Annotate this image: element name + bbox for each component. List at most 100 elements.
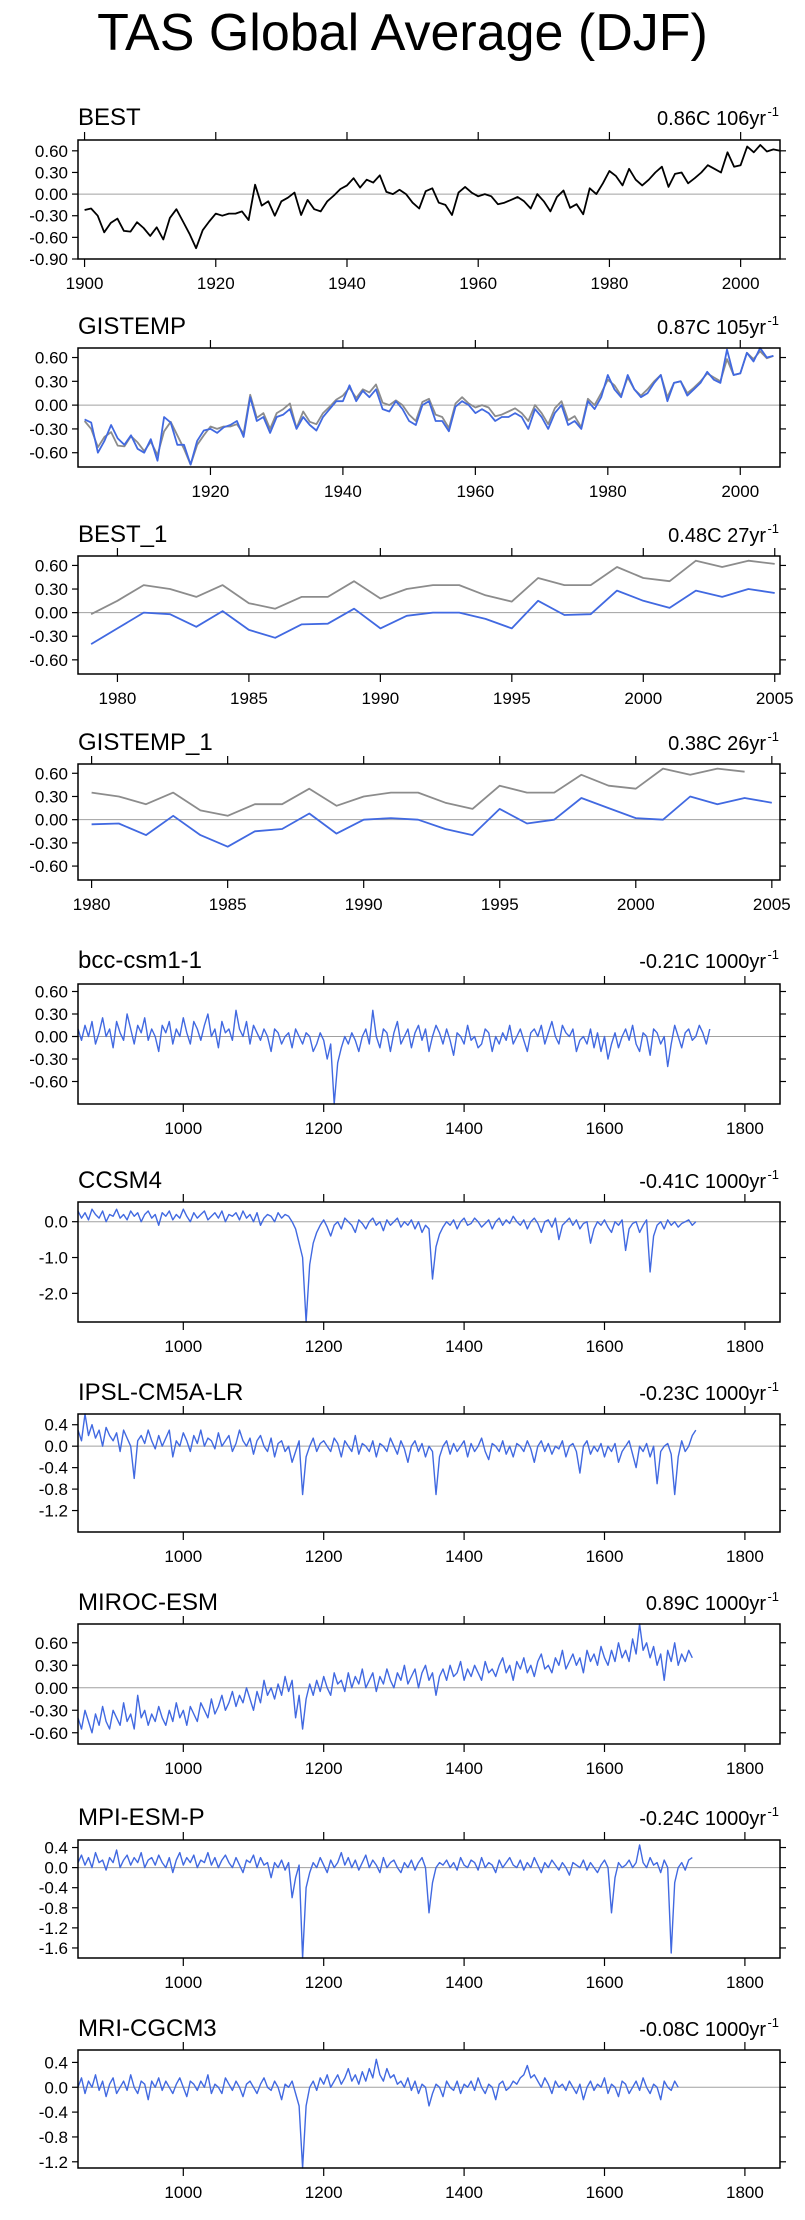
x-tick-label: 1600 xyxy=(586,1119,624,1138)
trend-annotation-exponent: -1 xyxy=(767,313,779,328)
x-tick-label: 1980 xyxy=(73,895,111,914)
series-line-bcc-csm1-1 xyxy=(77,1009,711,1105)
trend-annotation-exponent: -1 xyxy=(767,104,779,119)
y-tick-label: 0.30 xyxy=(35,1656,68,1675)
y-tick-label: 0.00 xyxy=(35,396,68,415)
series-line-reference xyxy=(91,767,745,817)
y-tick-label: -0.60 xyxy=(29,651,68,670)
y-tick-label: -1.0 xyxy=(39,1249,68,1268)
series-line-miroc-esm xyxy=(77,1623,693,1734)
trend-annotation: 0.87C 105yr xyxy=(657,317,766,339)
chart-panel-1: BEST 0.86C 106yr -1 -0.90 -0.60 -0.30 0.00 0.30… xyxy=(29,104,786,293)
y-tick-label: -0.8 xyxy=(39,1480,68,1499)
x-tick-label: 1960 xyxy=(459,274,497,293)
chart-title: CCSM4 xyxy=(78,1167,162,1194)
chart-title: BEST xyxy=(78,104,141,131)
y-tick-label: -0.60 xyxy=(29,1073,68,1092)
y-tick-label: 0.00 xyxy=(35,1028,68,1047)
x-tick-label: 2000 xyxy=(617,895,655,914)
y-tick-label: -0.30 xyxy=(29,207,68,226)
x-tick-label: 1400 xyxy=(445,1119,483,1138)
trend-annotation: -0.41C 1000yr xyxy=(639,1171,766,1193)
chart-panel-9: MPI-ESM-P -0.24C 1000yr -1 -1.6-1.2-0.8-0.4… xyxy=(39,1804,786,1992)
y-tick-label: -1.6 xyxy=(39,1939,68,1958)
y-tick-label: -2.0 xyxy=(39,1284,68,1303)
trend-annotation-exponent: -1 xyxy=(767,947,779,962)
plot-frame xyxy=(77,763,781,881)
trend-annotation: -0.21C 1000yr xyxy=(639,951,766,973)
y-tick-label: -0.4 xyxy=(39,1879,68,1898)
y-tick-label: -0.90 xyxy=(29,250,68,269)
series-line-best-1 xyxy=(90,588,775,645)
x-tick-label: 1200 xyxy=(305,1973,343,1992)
x-tick-label: 1200 xyxy=(305,1759,343,1778)
y-tick-label: -0.30 xyxy=(29,834,68,853)
x-tick-label: 1000 xyxy=(164,1973,202,1992)
x-tick-label: 1600 xyxy=(586,1337,624,1356)
trend-annotation-exponent: -1 xyxy=(767,1589,779,1604)
series-line-gistemp-1 xyxy=(91,795,772,848)
trend-annotation: 0.89C 1000yr xyxy=(646,1593,766,1615)
y-tick-label: 0.60 xyxy=(35,1634,68,1653)
x-tick-label: 1900 xyxy=(66,274,104,293)
x-tick-label: 1600 xyxy=(586,1759,624,1778)
x-tick-label: 2000 xyxy=(721,482,759,501)
plot-frame xyxy=(77,1201,781,1323)
trend-annotation: 0.48C 27yr xyxy=(668,525,766,547)
x-tick-label: 1995 xyxy=(493,689,531,708)
series-line-mpi-esm-p xyxy=(77,1844,693,1959)
plot-frame xyxy=(77,555,781,675)
y-tick-label: 0.60 xyxy=(35,349,68,368)
chart-title: bcc-csm1-1 xyxy=(78,947,202,974)
plot-frame xyxy=(77,983,781,1105)
y-tick-label: -0.8 xyxy=(39,2128,68,2147)
x-tick-label: 1600 xyxy=(586,1973,624,1992)
x-tick-label: 1960 xyxy=(456,482,494,501)
y-tick-label: 0.30 xyxy=(35,787,68,806)
x-tick-label: 1400 xyxy=(445,1547,483,1566)
y-tick-label: -1.2 xyxy=(39,1502,68,1521)
y-tick-label: -1.2 xyxy=(39,1919,68,1938)
chart-title: IPSL-CM5A-LR xyxy=(78,1379,243,1406)
chart-title: MPI-ESM-P xyxy=(78,1804,205,1831)
x-tick-label: 1800 xyxy=(726,1119,764,1138)
y-tick-label: -0.30 xyxy=(29,1050,68,1069)
plot-frame xyxy=(77,2049,781,2169)
chart-panel-3: BEST_1 0.48C 27yr -1 -0.60 -0.30 0.00 0.30 0.60… xyxy=(29,521,793,708)
series-line-reference xyxy=(90,559,775,616)
x-tick-label: 1800 xyxy=(726,2183,764,2202)
y-tick-label: 0.60 xyxy=(35,142,68,161)
trend-annotation-exponent: -1 xyxy=(767,1804,779,1819)
trend-annotation: 0.86C 106yr xyxy=(657,108,766,130)
x-tick-label: 1000 xyxy=(164,1337,202,1356)
trend-annotation-exponent: -1 xyxy=(767,2015,779,2030)
y-tick-label: 0.0 xyxy=(44,1437,68,1456)
chart-panel-7: IPSL-CM5A-LR -0.23C 1000yr -1 -1.2 -0.8 -0.4 0… xyxy=(39,1379,786,1566)
plot-frame xyxy=(77,1413,781,1533)
y-tick-label: -0.4 xyxy=(39,2103,68,2122)
y-tick-label: -0.30 xyxy=(29,420,68,439)
y-tick-label: 0.0 xyxy=(44,1213,68,1232)
x-tick-label: 1940 xyxy=(328,274,366,293)
y-tick-label: 0.30 xyxy=(35,1005,68,1024)
x-tick-label: 1200 xyxy=(305,1547,343,1566)
x-tick-label: 1920 xyxy=(192,482,230,501)
x-tick-label: 1600 xyxy=(586,1547,624,1566)
y-tick-label: 0.60 xyxy=(35,764,68,783)
x-tick-label: 1200 xyxy=(305,1119,343,1138)
trend-annotation-exponent: -1 xyxy=(767,729,779,744)
x-tick-label: 1400 xyxy=(445,1337,483,1356)
chart-title: MIROC-ESM xyxy=(78,1589,218,1616)
series-line-best-reference- xyxy=(83,350,774,466)
chart-panel-8: MIROC-ESM 0.89C 1000yr -1 -0.60 -0.30 0.00 0.3… xyxy=(29,1589,786,1778)
x-tick-label: 1600 xyxy=(586,2183,624,2202)
x-tick-label: 1980 xyxy=(591,274,629,293)
x-tick-label: 1800 xyxy=(726,1547,764,1566)
chart-title: GISTEMP xyxy=(78,313,186,340)
series-line-mri-cgcm3 xyxy=(77,2058,679,2169)
x-tick-label: 1920 xyxy=(197,274,235,293)
x-tick-label: 1200 xyxy=(305,2183,343,2202)
y-tick-label: 0.30 xyxy=(35,580,68,599)
series-line-best xyxy=(84,144,781,250)
